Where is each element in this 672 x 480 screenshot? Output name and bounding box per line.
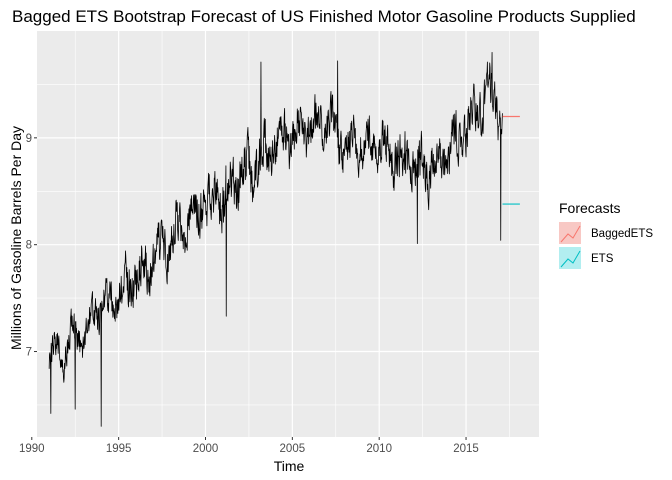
x-tick-label: 2015 — [453, 443, 479, 455]
y-tick-label: 8 — [26, 240, 32, 252]
y-axis-title: Millions of Gasoline Barrels Per Day — [8, 126, 24, 350]
x-tick-label: 2010 — [366, 443, 392, 455]
y-tick-label: 7 — [26, 347, 32, 359]
x-tick-label: 2000 — [193, 443, 219, 455]
x-tick-label: 1995 — [106, 443, 132, 455]
y-tick-label: 9 — [26, 133, 32, 145]
legend: Forecasts BaggedETS ETS — [559, 200, 653, 269]
legend-title: Forecasts — [559, 200, 620, 216]
plot-panel — [37, 31, 539, 437]
x-axis-title: Time — [274, 458, 305, 474]
x-tick-label: 2005 — [280, 443, 306, 455]
legend-label-baggedets: BaggedETS — [591, 228, 653, 240]
legend-label-ets: ETS — [591, 253, 614, 265]
x-tick-label: 1990 — [19, 443, 45, 455]
chart-title: Bagged ETS Bootstrap Forecast of US Fini… — [12, 7, 636, 26]
x-axis: 1990 1995 2000 2005 2010 2015 — [19, 437, 479, 455]
